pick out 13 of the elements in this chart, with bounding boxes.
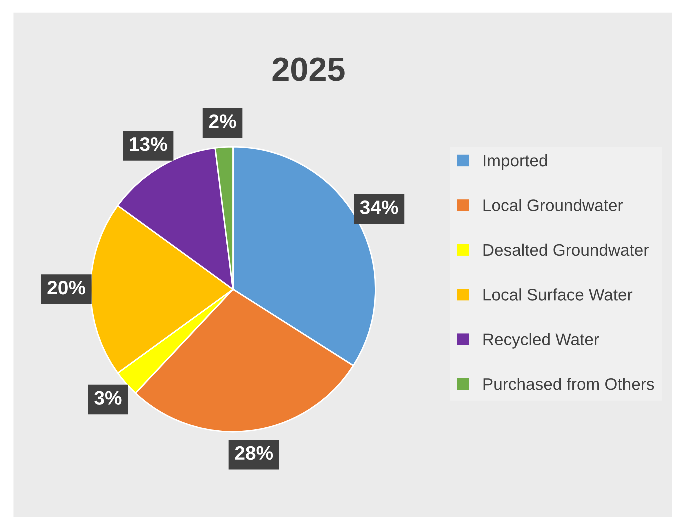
legend-label: Local Surface Water: [484, 288, 633, 301]
data-label: 3%: [94, 391, 122, 406]
data-label: 20%: [48, 280, 86, 295]
legend-label: Desalted Groundwater: [484, 244, 649, 256]
data-label: 2%: [209, 114, 236, 128]
legend-label: Imported: [484, 154, 548, 170]
data-label: 28%: [235, 446, 274, 460]
legend-label: Purchased from Others: [484, 378, 654, 390]
legend-label: Recycled Water: [484, 333, 600, 349]
data-label: 13%: [130, 137, 168, 152]
data-label: 34%: [360, 200, 398, 214]
legend-label: Local Groundwater: [484, 199, 624, 212]
chart-title: 2025: [272, 58, 345, 82]
